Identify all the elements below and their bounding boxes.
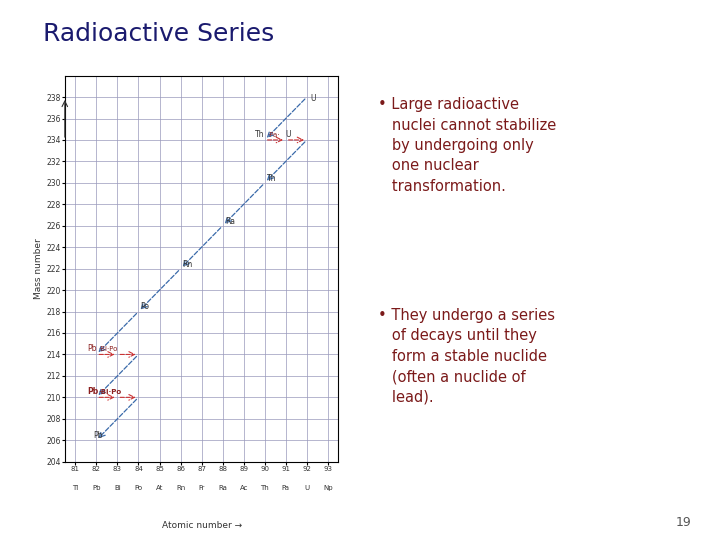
Text: Po: Po — [135, 485, 143, 491]
Text: ·Bi·Po: ·Bi·Po — [99, 346, 118, 352]
Text: U: U — [310, 94, 315, 103]
Text: Ra: Ra — [225, 217, 235, 226]
Text: ·Pa·: ·Pa· — [267, 132, 279, 138]
Y-axis label: Mass number: Mass number — [35, 238, 43, 299]
Text: At: At — [156, 485, 163, 491]
Text: Th: Th — [256, 130, 265, 139]
Text: Fr: Fr — [199, 485, 204, 491]
Text: U: U — [286, 130, 292, 139]
Text: Pb: Pb — [87, 387, 98, 396]
Text: Atomic number →: Atomic number → — [161, 521, 242, 530]
Text: Pb: Pb — [92, 485, 101, 491]
Text: Bi: Bi — [114, 485, 121, 491]
Text: Radioactive Series: Radioactive Series — [43, 22, 274, 45]
Text: Rn: Rn — [176, 485, 185, 491]
Text: Np: Np — [323, 485, 333, 491]
Text: Pa: Pa — [282, 485, 289, 491]
Text: Pb: Pb — [87, 344, 96, 353]
Text: • Large radioactive
   nuclei cannot stabilize
   by undergoing only
   one nucl: • Large radioactive nuclei cannot stabil… — [378, 97, 557, 194]
Text: Po: Po — [140, 302, 150, 312]
Text: • They undergo a series
   of decays until they
   form a stable nuclide
   (oft: • They undergo a series of decays until … — [378, 308, 555, 404]
Text: Tl: Tl — [72, 485, 78, 491]
Text: Pb: Pb — [93, 431, 103, 440]
Text: Ra: Ra — [218, 485, 227, 491]
Text: 19: 19 — [675, 516, 691, 529]
Text: U: U — [305, 485, 310, 491]
Text: Th: Th — [267, 174, 276, 183]
Text: Rn: Rn — [183, 260, 193, 268]
Text: Ac: Ac — [240, 485, 248, 491]
Text: Th: Th — [261, 485, 269, 491]
Text: ·Bi·Po: ·Bi·Po — [99, 389, 122, 395]
